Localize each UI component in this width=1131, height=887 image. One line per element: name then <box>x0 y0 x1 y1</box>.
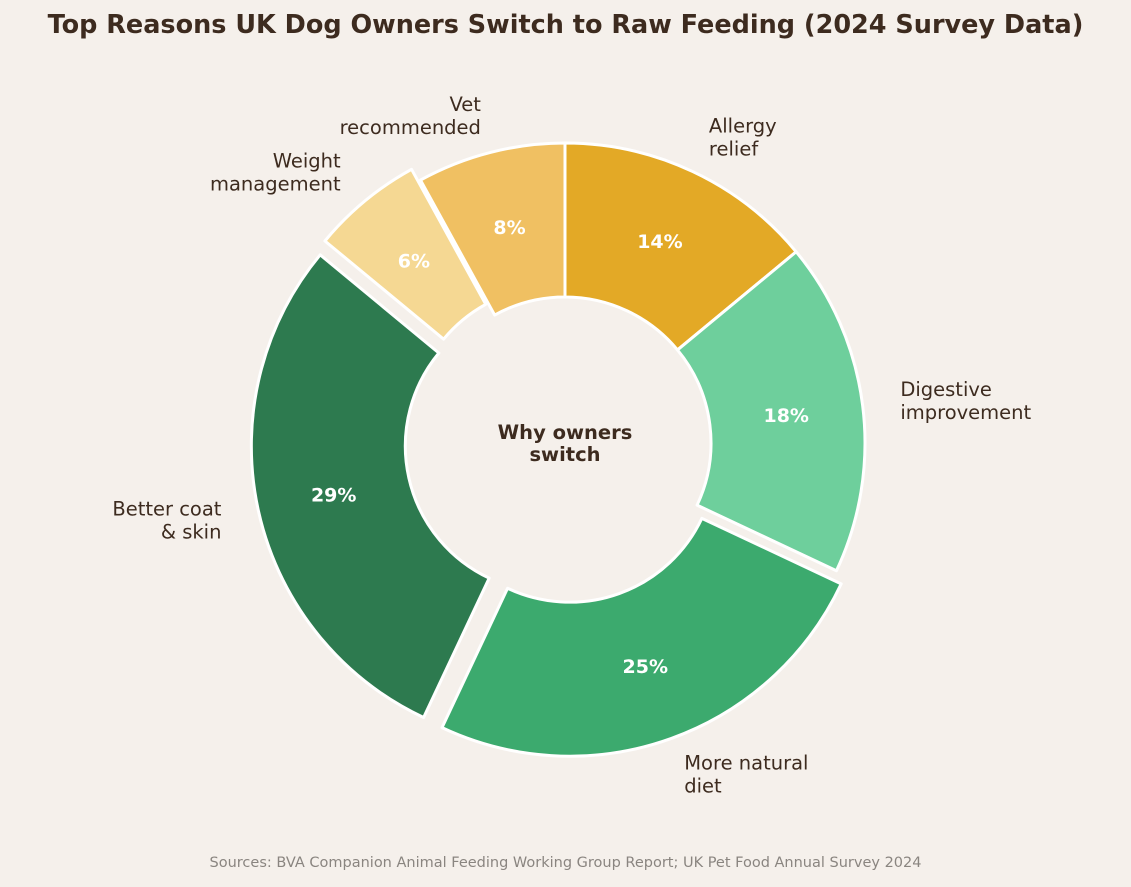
category-label: Allergy relief <box>709 115 777 161</box>
category-label: More natural diet <box>684 752 808 798</box>
slice-better-coat-skin <box>249 253 491 720</box>
source-note: Sources: BVA Companion Animal Feeding Wo… <box>209 855 922 871</box>
slice-weight-management <box>323 167 488 341</box>
pct-label: 14% <box>637 231 682 253</box>
chart-title: Top Reasons UK Dog Owners Switch to Raw … <box>47 10 1084 40</box>
slice-more-natural-diet <box>440 516 843 758</box>
slices-layer <box>249 141 867 758</box>
pct-label: 6% <box>398 250 430 272</box>
category-label: Weight management <box>210 149 341 195</box>
pct-label: 29% <box>311 485 356 507</box>
category-label: Better coat & skin <box>112 497 221 543</box>
pct-label: 18% <box>763 405 808 427</box>
category-label: Vet recommended <box>340 93 482 139</box>
labels-layer: 14% Allergy relief 18% Digestive improvement 2… <box>112 93 1031 798</box>
category-label: Digestive improvement <box>900 378 1031 424</box>
pct-label: 8% <box>493 217 525 239</box>
pct-label: 25% <box>623 656 668 678</box>
slice-digestive-improvement <box>675 250 867 573</box>
slice-vet-recommended <box>418 141 567 317</box>
center-label: Why owners switch <box>498 421 633 466</box>
